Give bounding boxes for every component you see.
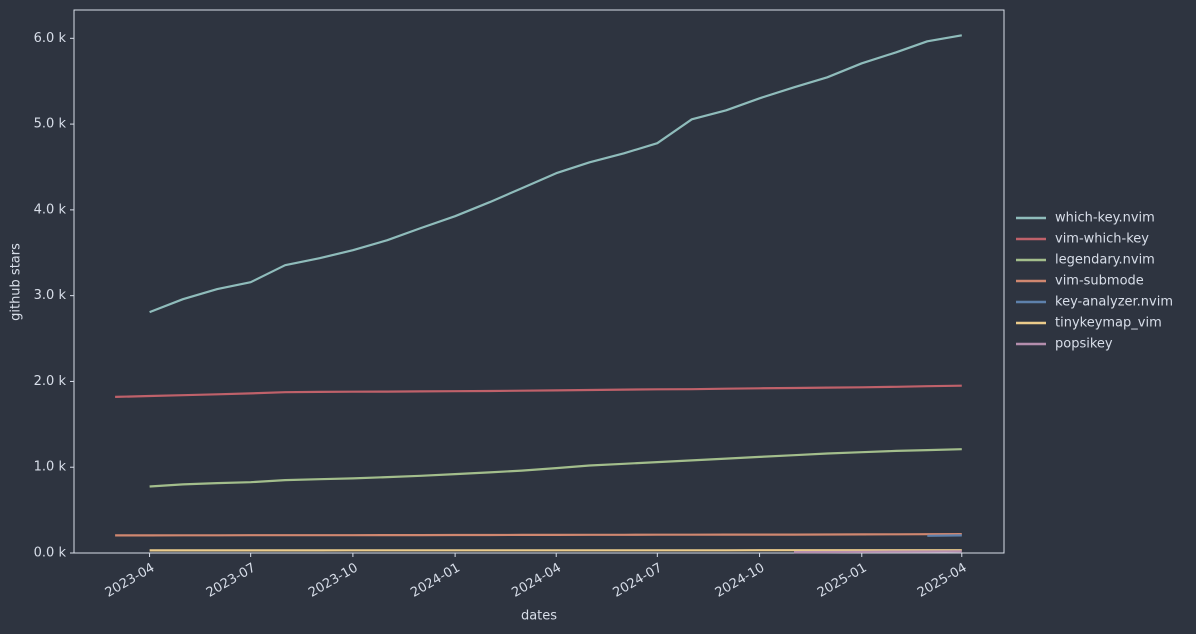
y-tick-label: 4.0 k [34, 202, 67, 217]
legend-label: key-analyzer.nvim [1055, 295, 1173, 310]
x-axis-label: dates [521, 609, 557, 624]
series-line [149, 34, 962, 314]
x-tick-label: 2023-04 [103, 561, 158, 601]
series-line [115, 533, 962, 537]
x-tick-label: 2024-01 [408, 561, 463, 601]
y-tick-label: 6.0 k [34, 31, 67, 46]
series-line [115, 384, 962, 398]
legend-label: vim-which-key [1055, 232, 1149, 247]
x-tick-label: 2024-10 [713, 561, 768, 601]
legend-label: tinykeymap_vim [1055, 316, 1162, 331]
legend-label: vim-submode [1055, 274, 1144, 289]
y-axis-label: github stars [9, 243, 24, 321]
y-tick-label: 2.0 k [34, 374, 67, 389]
legend-label: popsikey [1055, 337, 1113, 352]
x-tick-label: 2023-10 [306, 561, 361, 601]
legend-label: legendary.nvim [1055, 253, 1155, 268]
legend-label: which-key.nvim [1055, 211, 1155, 226]
y-tick-label: 5.0 k [34, 117, 67, 132]
series-line [149, 448, 962, 488]
x-tick-label: 2025-04 [915, 561, 970, 601]
plot-frame [73, 9, 1005, 554]
x-tick-label: 2025-01 [815, 561, 870, 601]
x-tick-label: 2024-07 [611, 561, 666, 601]
y-tick-label: 1.0 k [34, 460, 67, 475]
series-line [793, 550, 962, 554]
y-tick-label: 3.0 k [34, 288, 67, 303]
x-tick-label: 2024-04 [509, 561, 564, 601]
y-tick-label: 0.0 k [34, 546, 67, 561]
x-tick-label: 2023-07 [204, 561, 259, 601]
